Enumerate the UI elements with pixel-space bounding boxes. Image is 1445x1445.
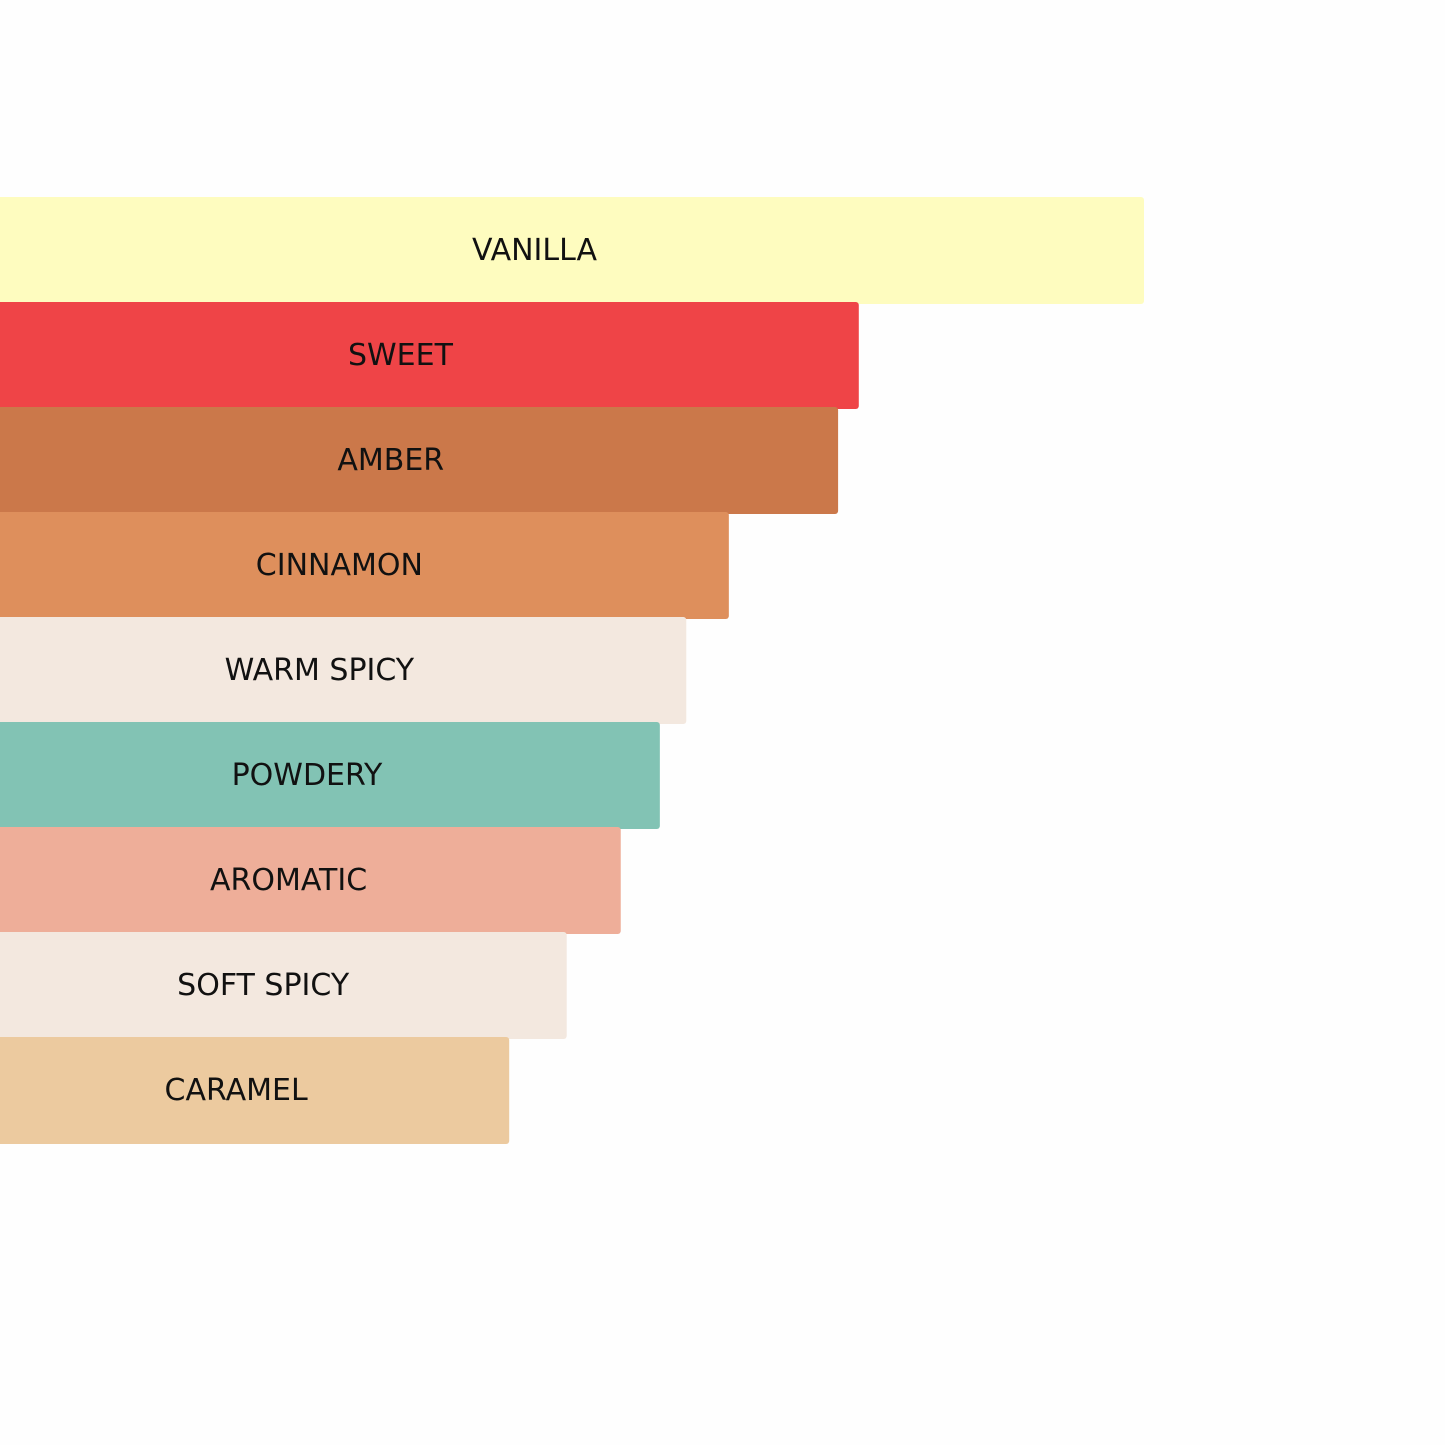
bar-caramel bbox=[0, 1037, 510, 1144]
bar-label-soft-spicy: SOFT SPICY bbox=[177, 968, 350, 1003]
bar-powdery bbox=[0, 722, 660, 829]
bar-label-powdery: POWDERY bbox=[232, 758, 383, 793]
bar-soft-spicy bbox=[0, 932, 567, 1039]
bar-amber bbox=[0, 407, 839, 514]
bar-label-aromatic: AROMATIC bbox=[210, 863, 367, 898]
bar-label-caramel: CARAMEL bbox=[165, 1073, 308, 1108]
labels-group: VANILLA SWEET AMBER CINNAMON WARM SPICY POWDE… bbox=[165, 233, 598, 1108]
bar-aromatic bbox=[0, 827, 621, 934]
bar-cinnamon bbox=[0, 512, 729, 619]
bar-label-sweet: SWEET bbox=[348, 338, 454, 373]
bar-vanilla bbox=[0, 197, 1144, 304]
bar-sweet bbox=[0, 302, 859, 409]
bar-label-warm-spicy: WARM SPICY bbox=[225, 653, 415, 688]
bar-warm-spicy bbox=[0, 617, 687, 724]
bar-label-vanilla: VANILLA bbox=[472, 233, 598, 268]
bar-label-cinnamon: CINNAMON bbox=[256, 548, 423, 583]
bar-label-amber: AMBER bbox=[337, 443, 444, 478]
bars-group bbox=[0, 197, 1144, 1144]
